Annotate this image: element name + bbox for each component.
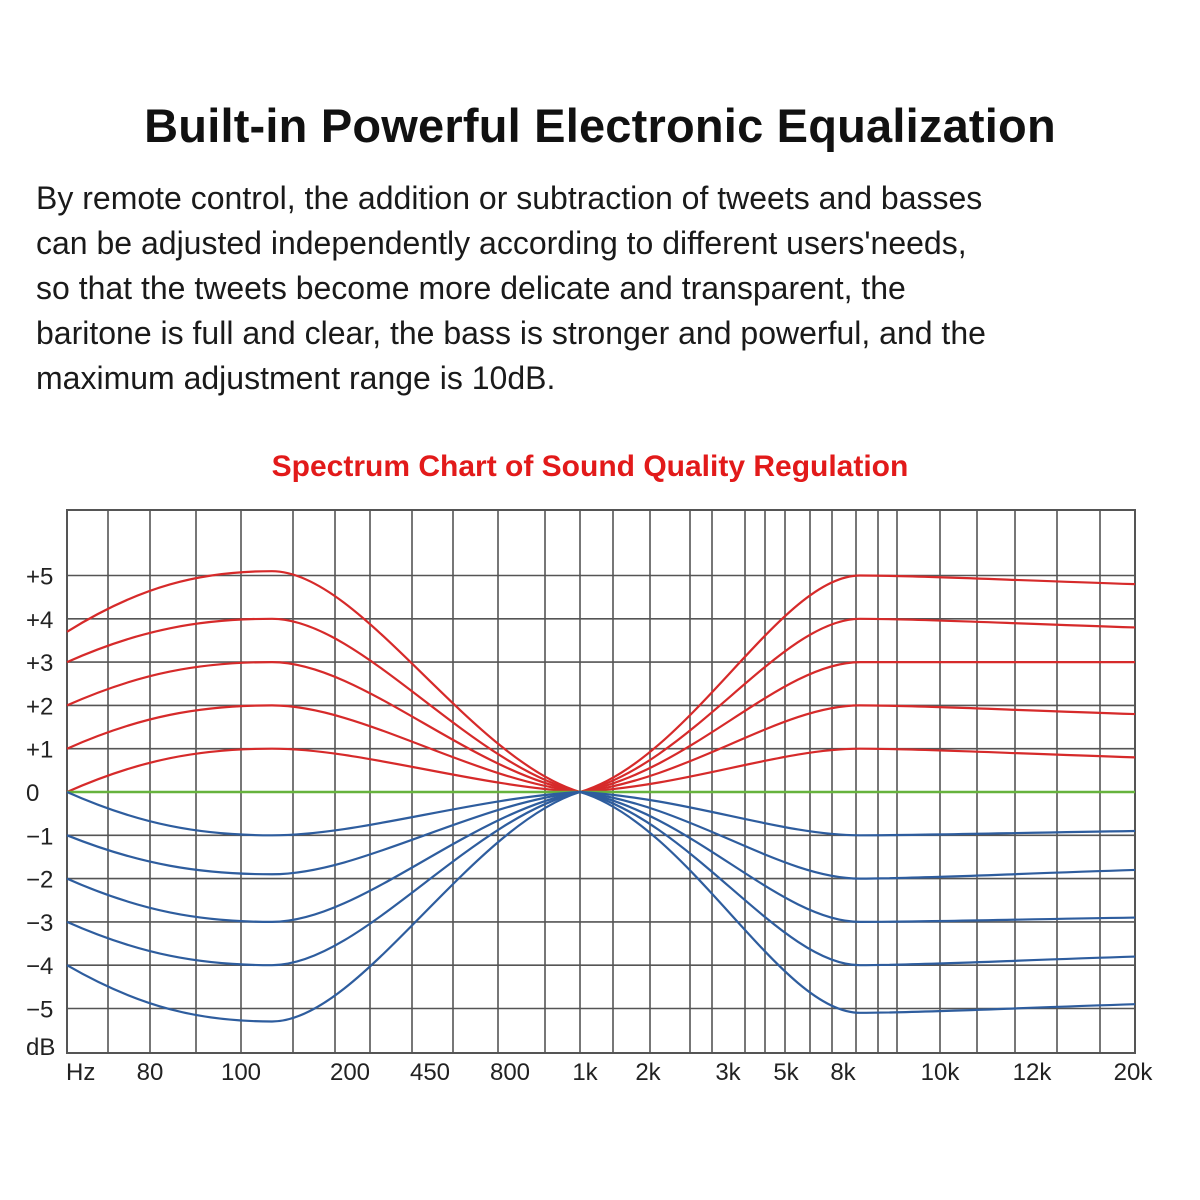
series-line-boost-1 bbox=[66, 570, 1136, 794]
y-axis-label: dB bbox=[26, 1034, 55, 1061]
y-tick-label: +5 bbox=[26, 564, 53, 591]
y-tick-label: +1 bbox=[26, 737, 53, 764]
x-tick-label: 1k bbox=[572, 1059, 598, 1086]
chart-grid bbox=[66, 509, 1136, 1054]
series-line-boost-3 bbox=[66, 660, 1135, 794]
page-heading: Built-in Powerful Electronic Equalizatio… bbox=[144, 99, 1056, 152]
x-tick-label: 80 bbox=[137, 1059, 164, 1086]
x-tick-label: 20k bbox=[1114, 1059, 1154, 1086]
description-line: can be adjusted independently according … bbox=[36, 225, 967, 261]
x-tick-label: 5k bbox=[773, 1059, 799, 1086]
y-tick-label: +3 bbox=[26, 650, 53, 677]
x-tick-label: 8k bbox=[830, 1059, 856, 1086]
y-tick-label: −4 bbox=[26, 953, 53, 980]
x-tick-label: 12k bbox=[1013, 1059, 1053, 1086]
x-tick-label: 2k bbox=[635, 1059, 661, 1086]
description-line: so that the tweets become more delicate … bbox=[36, 270, 906, 306]
series-line-cut-11 bbox=[66, 790, 1136, 1023]
description-line: maximum adjustment range is 10dB. bbox=[36, 360, 556, 396]
y-tick-label: −2 bbox=[26, 867, 53, 894]
x-axis-label: Hz bbox=[66, 1059, 95, 1086]
description-line: baritone is full and clear, the bass is … bbox=[36, 315, 986, 351]
chart-title: Spectrum Chart of Sound Quality Regulati… bbox=[271, 450, 909, 483]
x-tick-label: 100 bbox=[221, 1059, 261, 1086]
description-line: By remote control, the addition or subtr… bbox=[36, 180, 983, 216]
x-tick-label: 3k bbox=[715, 1059, 741, 1086]
y-tick-label: +2 bbox=[26, 693, 53, 720]
description-text: By remote control, the addition or subtr… bbox=[36, 176, 1196, 401]
y-tick-label: −1 bbox=[26, 823, 53, 850]
y-tick-label: −3 bbox=[26, 910, 53, 937]
y-tick-label: −5 bbox=[26, 997, 53, 1024]
x-tick-label: 450 bbox=[410, 1059, 450, 1086]
y-tick-label: +4 bbox=[26, 607, 53, 634]
x-tick-label: 10k bbox=[921, 1059, 961, 1086]
x-tick-label: 800 bbox=[490, 1059, 530, 1086]
chart-frame bbox=[66, 509, 1136, 1054]
series-line-cut-9 bbox=[66, 790, 1136, 924]
chart-axes: +5 +4 +3 +2 +1 0 −1 −2 −3 −4 −5 dB Hz 80 100 200 450 800 1… bbox=[26, 564, 1153, 1087]
chart-series bbox=[66, 570, 1136, 1023]
y-tick-label: 0 bbox=[26, 780, 39, 807]
x-tick-label: 200 bbox=[330, 1059, 370, 1086]
